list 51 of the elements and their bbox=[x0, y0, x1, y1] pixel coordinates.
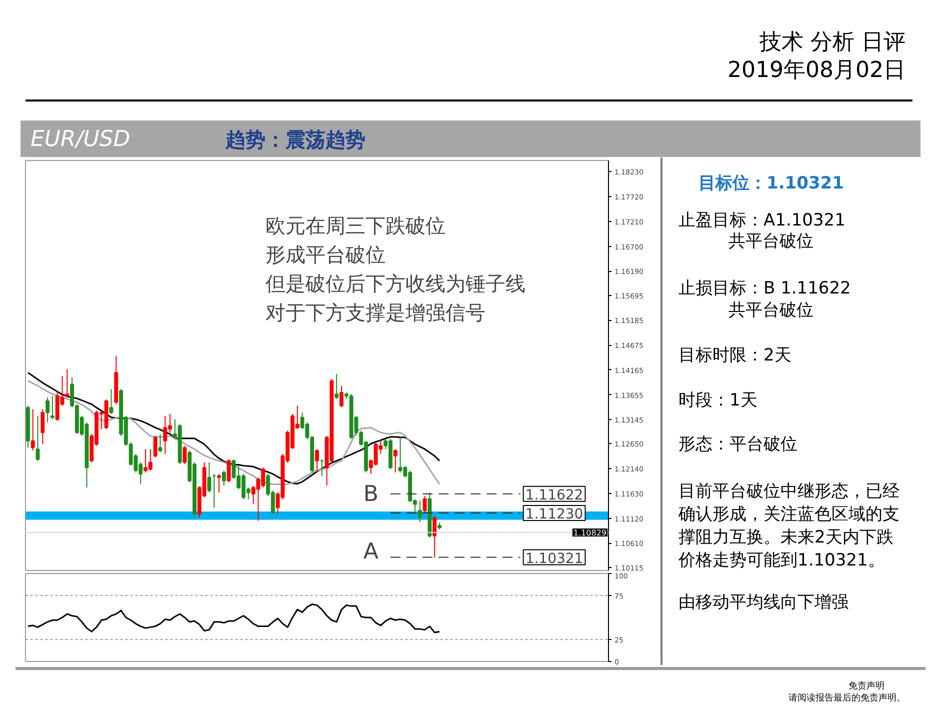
annotation: B bbox=[363, 482, 378, 508]
line-series bbox=[27, 604, 440, 634]
candlestick bbox=[393, 448, 398, 474]
text: 免责声明 bbox=[848, 680, 884, 692]
candlestick bbox=[153, 435, 158, 458]
candlestick bbox=[315, 448, 319, 474]
annotation: 对于下方支撑是增强信号 bbox=[266, 300, 486, 325]
candlestick bbox=[422, 495, 427, 513]
annotation: 欧元在周三下跌破位 bbox=[266, 214, 446, 238]
candlestick bbox=[65, 368, 70, 398]
candlestick bbox=[226, 458, 231, 483]
candlestick bbox=[432, 515, 437, 558]
text: 撑阻力互换。未来2天内下跌 bbox=[678, 528, 894, 548]
text: 价格走势可能到1.10321。 bbox=[678, 550, 885, 570]
candlestick bbox=[334, 374, 339, 400]
candlestick bbox=[40, 408, 45, 445]
text: 请阅读报告最后的免责声明。 bbox=[788, 692, 906, 704]
chart-subtitle: 趋势：震荡趋势 bbox=[224, 128, 366, 152]
annotation: 但是破位后下方收线为锤子线 bbox=[266, 272, 526, 296]
candlestick bbox=[207, 462, 212, 493]
candlestick bbox=[182, 445, 187, 465]
text: 止盈目标：A1.10321 bbox=[678, 210, 846, 230]
candlestick bbox=[418, 500, 422, 523]
candlestick bbox=[36, 415, 40, 462]
text: 共平台破位 bbox=[728, 232, 814, 252]
candlestick bbox=[109, 388, 114, 415]
text: 形态：平台破位 bbox=[678, 434, 798, 454]
candlestick bbox=[217, 473, 221, 493]
candlestick bbox=[158, 433, 162, 454]
text: 时段：1天 bbox=[678, 390, 758, 410]
text: 共平台破位 bbox=[728, 300, 814, 320]
text: 目标时限：2天 bbox=[678, 346, 792, 366]
ref-line-label: 1.11622 bbox=[525, 487, 584, 504]
candlestick bbox=[30, 408, 35, 452]
text: 由移动平均线向下增强 bbox=[678, 592, 848, 612]
chart-title: EUR/USD bbox=[30, 127, 130, 152]
annotation: A bbox=[363, 540, 378, 565]
ref-line-label: 1.11230 bbox=[525, 506, 584, 522]
candlestick bbox=[50, 395, 54, 420]
text: 目前平台破位中继形态，已经 bbox=[678, 482, 900, 502]
ref-line-label: 1.10321 bbox=[525, 550, 584, 567]
text: 技术 分析 日评 bbox=[758, 30, 906, 55]
text: 止损目标：B 1.11622 bbox=[678, 278, 851, 298]
text: 2019年08月02日 bbox=[728, 58, 906, 83]
ref-line-label: 1.10829 bbox=[573, 528, 607, 538]
text: 确认形成，关注蓝色区域的支 bbox=[678, 504, 900, 524]
candlestick bbox=[340, 385, 344, 408]
annotation: 形成平台破位 bbox=[266, 242, 386, 267]
text: 目标位：1.10321 bbox=[698, 174, 844, 194]
candlestick bbox=[46, 396, 50, 423]
candlestick bbox=[222, 470, 226, 486]
